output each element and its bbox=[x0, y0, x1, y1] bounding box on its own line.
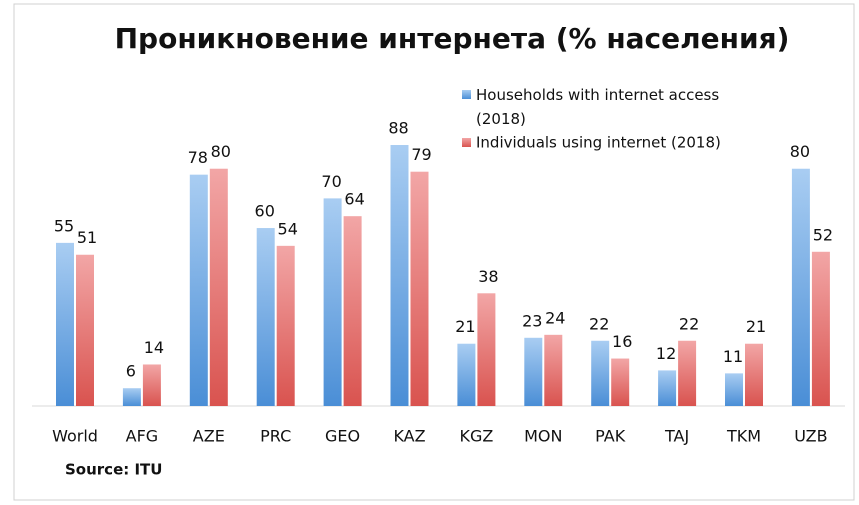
legend: Households with internet access (2018) Ind… bbox=[462, 86, 721, 152]
data-label: 88 bbox=[388, 119, 408, 138]
data-label: 16 bbox=[612, 332, 632, 351]
bar bbox=[811, 251, 830, 406]
bar bbox=[745, 343, 763, 406]
frame bbox=[13, 3, 855, 501]
data-label: 21 bbox=[746, 317, 766, 336]
x-tick-label: PRC bbox=[260, 427, 291, 446]
data-label: 55 bbox=[54, 216, 74, 235]
data-label: 22 bbox=[679, 314, 699, 333]
x-tick-label: PAK bbox=[595, 427, 626, 446]
bar bbox=[276, 245, 295, 406]
x-tick-label: AZE bbox=[193, 427, 225, 446]
bar bbox=[611, 358, 630, 406]
x-tick-label: UZB bbox=[794, 427, 827, 446]
data-label: 60 bbox=[255, 202, 275, 221]
x-tick-label: TKM bbox=[726, 427, 761, 446]
legend-line: (2018) bbox=[476, 110, 526, 128]
bar bbox=[544, 334, 563, 406]
bar bbox=[209, 168, 228, 406]
source: Source: ITU bbox=[65, 461, 162, 479]
bar bbox=[56, 242, 74, 406]
x-tick-label: AFG bbox=[126, 427, 159, 446]
data-label: 22 bbox=[589, 314, 609, 333]
bar bbox=[343, 216, 362, 406]
data-label: 11 bbox=[723, 347, 743, 366]
data-label: 64 bbox=[344, 190, 364, 209]
data-label: 12 bbox=[656, 344, 676, 363]
x-tick-label: World bbox=[52, 427, 98, 446]
chart-title: Проникновение интернета (% населения) bbox=[115, 22, 790, 55]
legend-label: Households with internet access (2018) bbox=[476, 86, 719, 128]
data-label: 24 bbox=[545, 308, 565, 327]
legend-swatch bbox=[462, 138, 471, 147]
data-label: 14 bbox=[144, 338, 164, 357]
bar bbox=[477, 293, 496, 406]
data-label: 23 bbox=[522, 311, 542, 330]
data-label: 51 bbox=[77, 228, 97, 247]
data-label: 38 bbox=[478, 267, 498, 286]
data-label: 6 bbox=[126, 362, 136, 381]
data-label: 79 bbox=[411, 145, 431, 164]
bar bbox=[678, 340, 697, 406]
x-tick-label: GEO bbox=[325, 427, 360, 446]
bar bbox=[725, 373, 743, 406]
data-label: 70 bbox=[321, 172, 341, 191]
bar bbox=[323, 198, 342, 406]
x-tick-label: KGZ bbox=[459, 427, 493, 446]
bar bbox=[76, 254, 94, 406]
legend-swatch bbox=[462, 90, 471, 99]
legend-line: Households with internet access bbox=[476, 86, 719, 104]
x-tick-label: TAJ bbox=[664, 427, 689, 446]
data-label: 78 bbox=[188, 148, 208, 167]
bar bbox=[410, 171, 429, 406]
bar bbox=[256, 228, 275, 406]
data-label: 52 bbox=[813, 225, 833, 244]
bar bbox=[390, 145, 409, 406]
data-label: 80 bbox=[211, 142, 231, 161]
bar bbox=[457, 343, 476, 406]
x-tick-label: KAZ bbox=[393, 427, 425, 446]
bar bbox=[122, 388, 141, 406]
bar bbox=[524, 337, 543, 406]
data-label: 54 bbox=[278, 219, 298, 238]
bar bbox=[658, 370, 677, 406]
data-label: 21 bbox=[455, 317, 475, 336]
bar bbox=[189, 174, 208, 406]
data-label: 80 bbox=[790, 142, 810, 161]
bar bbox=[791, 168, 810, 406]
x-tick-label: MON bbox=[524, 427, 562, 446]
legend-label: Individuals using internet (2018) bbox=[476, 134, 721, 152]
bar bbox=[591, 340, 610, 406]
bar bbox=[142, 364, 161, 406]
